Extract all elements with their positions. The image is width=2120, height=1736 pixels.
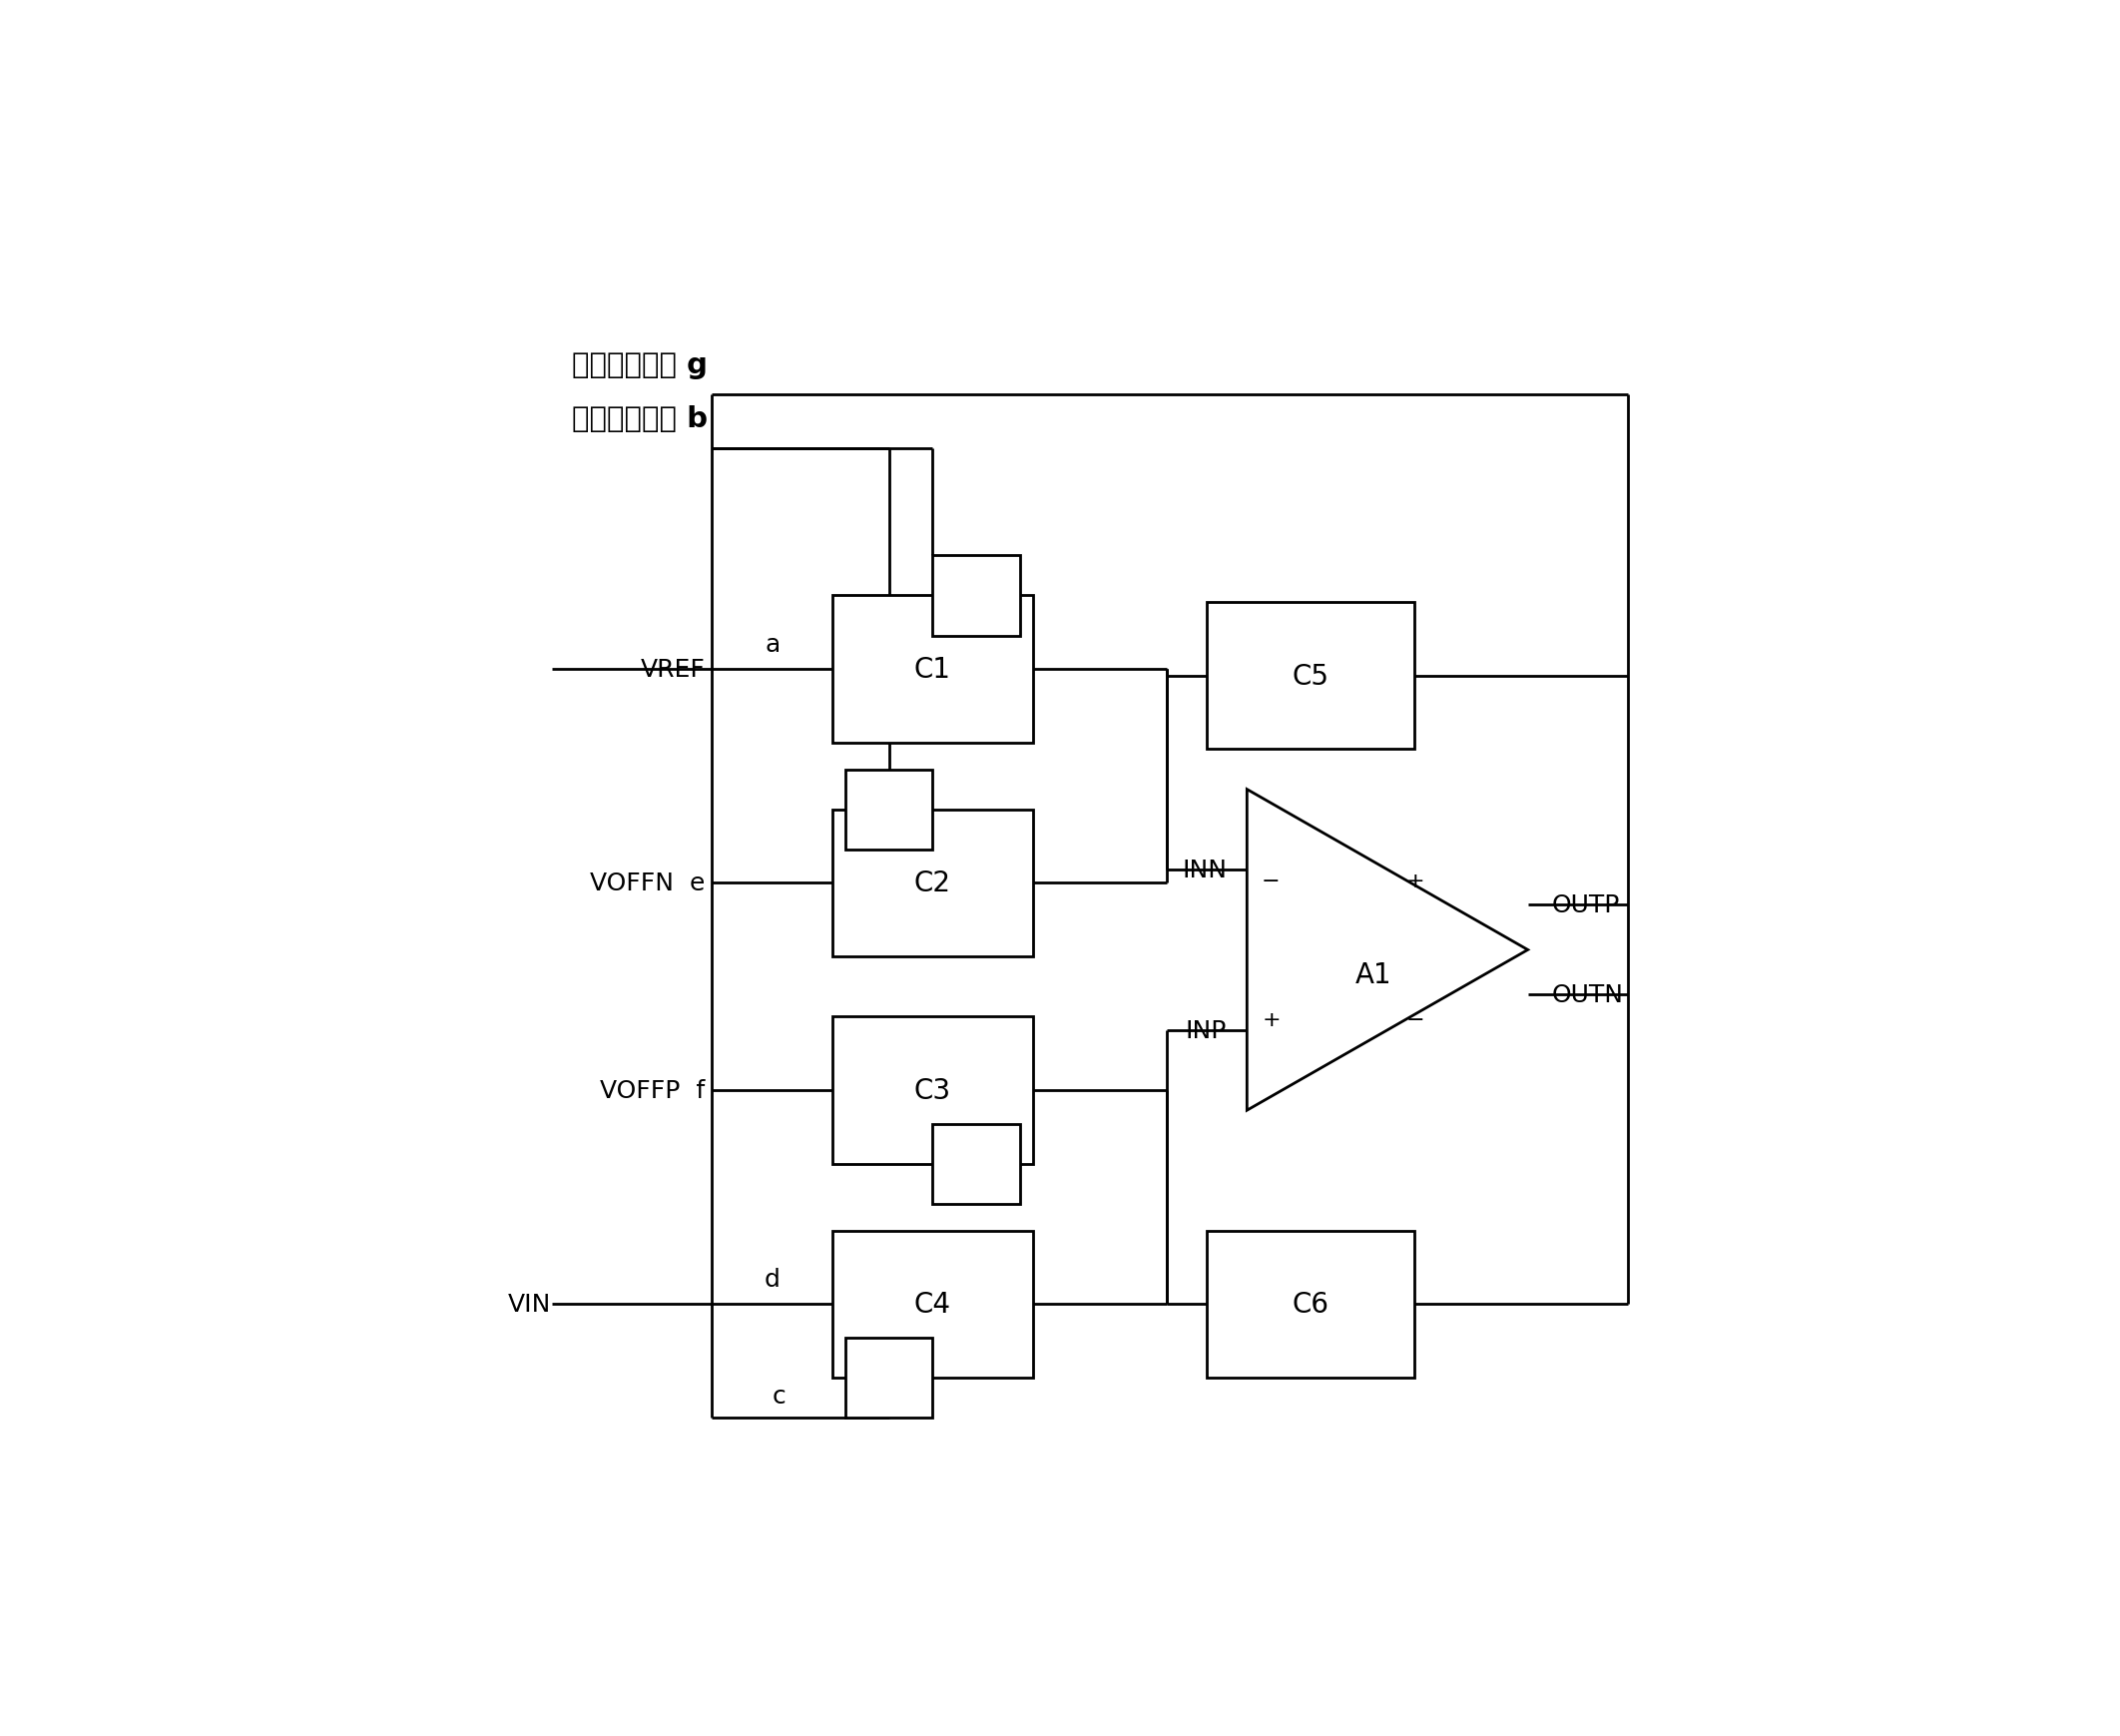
Text: VOFFP  f: VOFFP f — [600, 1078, 706, 1102]
Text: VIN: VIN — [509, 1293, 551, 1316]
Text: d: d — [765, 1267, 780, 1292]
Text: 曝光增益控制 g: 曝光增益控制 g — [572, 351, 708, 380]
Text: VOFFN  e: VOFFN e — [589, 871, 706, 896]
Bar — [833, 809, 1032, 957]
Text: INP: INP — [1185, 1019, 1227, 1042]
Text: INN: INN — [1183, 858, 1227, 882]
Text: C1: C1 — [914, 656, 952, 684]
Text: −: − — [1406, 1010, 1425, 1029]
Bar — [1206, 602, 1414, 750]
Text: VREF: VREF — [640, 658, 706, 682]
Bar — [933, 556, 1020, 635]
Text: C4: C4 — [914, 1290, 952, 1318]
Text: c: c — [772, 1384, 787, 1408]
Text: −: − — [1261, 871, 1280, 891]
Bar — [833, 1231, 1032, 1378]
Bar — [1206, 1231, 1414, 1378]
Bar — [846, 1338, 933, 1418]
Bar — [833, 1017, 1032, 1165]
Text: OUTP: OUTP — [1552, 894, 1620, 917]
Text: C5: C5 — [1291, 661, 1329, 691]
Text: C6: C6 — [1291, 1290, 1329, 1318]
Text: OUTN: OUTN — [1552, 983, 1624, 1007]
Text: C3: C3 — [914, 1076, 952, 1104]
Bar — [833, 595, 1032, 743]
Bar — [846, 769, 933, 851]
Bar — [933, 1123, 1020, 1205]
Text: A1: A1 — [1355, 960, 1391, 988]
Text: +: + — [1406, 871, 1425, 891]
Text: a: a — [765, 632, 780, 656]
Text: 色彩增益控制 b: 色彩增益控制 b — [572, 404, 708, 432]
Text: +: + — [1261, 1010, 1280, 1029]
Text: C2: C2 — [914, 870, 952, 898]
